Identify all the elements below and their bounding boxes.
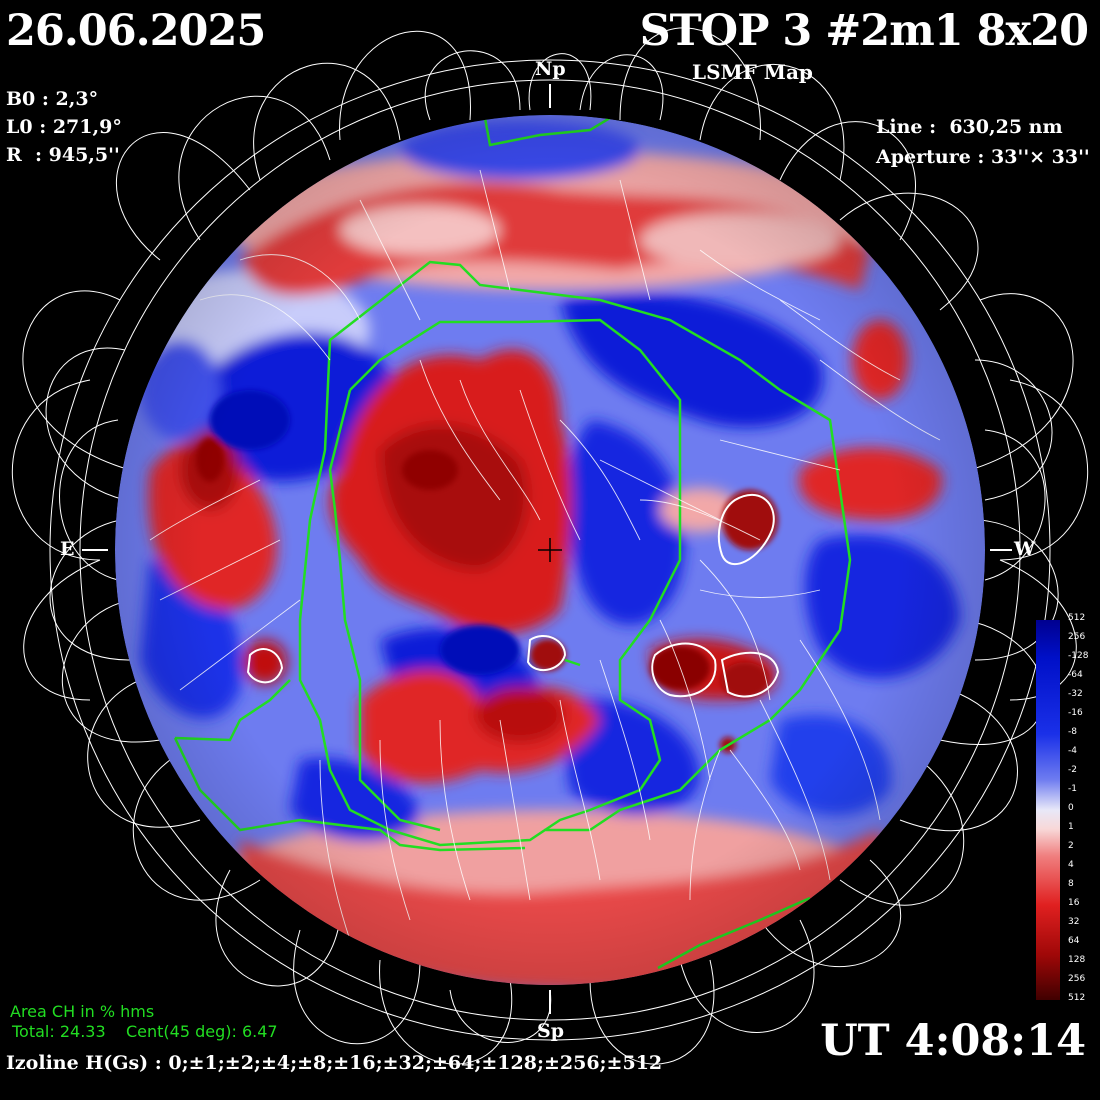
outer-field-lines bbox=[12, 27, 1088, 1065]
colorbar-tick: 8 bbox=[1068, 879, 1074, 889]
colorbar-tick: 4 bbox=[1068, 860, 1074, 870]
map-subtitle: LSMF Map bbox=[692, 60, 813, 84]
izoline-levels: Izoline H(Gs) : 0;±1;±2;±4;±8;±16;±32;±6… bbox=[6, 1052, 663, 1074]
colorbar-tick: 16 bbox=[1068, 898, 1080, 908]
line-param: Line : 630,25 nm bbox=[876, 116, 1063, 138]
colorbar-tick: 512 bbox=[1068, 613, 1086, 623]
east-label: E bbox=[60, 538, 75, 560]
colorbar-tick: -1 bbox=[1068, 784, 1077, 794]
radius-param: R : 945,5'' bbox=[6, 144, 120, 166]
colorbar-tick: -32 bbox=[1068, 689, 1083, 699]
coronal-hole-area-label: Area CH in % hms bbox=[10, 1002, 155, 1021]
north-pole-label: Np bbox=[535, 58, 566, 80]
colorbar-tick: -16 bbox=[1068, 708, 1083, 718]
west-label: W bbox=[1014, 538, 1036, 560]
colorbar-tick: -2 bbox=[1068, 765, 1077, 775]
colorbar-tick: 1 bbox=[1068, 822, 1074, 832]
date-label: 26.06.2025 bbox=[6, 6, 266, 56]
colorbar-tick: 2 bbox=[1068, 841, 1074, 851]
l0-param: L0 : 271,9° bbox=[6, 116, 122, 138]
colorbar-tick: 32 bbox=[1068, 917, 1080, 927]
coronal-hole-area-stats: Total: 24.33 Cent(45 deg): 6.47 bbox=[12, 1022, 278, 1041]
b0-param: B0 : 2,3° bbox=[6, 88, 99, 110]
ut-time: UT 4:08:14 bbox=[820, 1016, 1086, 1066]
colorbar-tick: -64 bbox=[1068, 670, 1083, 680]
colorbar-tick: 256 bbox=[1068, 974, 1086, 984]
colorbar-tick: 0 bbox=[1068, 803, 1074, 813]
map-title: STOP 3 #2m1 8x20 bbox=[639, 6, 1089, 56]
colorbar-tick: 512 bbox=[1068, 993, 1086, 1003]
colorbar bbox=[1036, 620, 1060, 1000]
colorbar-tick: 128 bbox=[1068, 955, 1086, 965]
axis-markers bbox=[82, 84, 1012, 1014]
aperture-param: Aperture : 33''× 33'' bbox=[876, 146, 1090, 168]
colorbar-tick: 64 bbox=[1068, 936, 1080, 946]
colorbar-tick: 256 bbox=[1068, 632, 1086, 642]
colorbar-tick: -4 bbox=[1068, 746, 1077, 756]
colorbar-tick: -128 bbox=[1068, 651, 1089, 661]
colorbar-tick: -8 bbox=[1068, 727, 1077, 737]
south-pole-label: Sp bbox=[537, 1020, 565, 1042]
